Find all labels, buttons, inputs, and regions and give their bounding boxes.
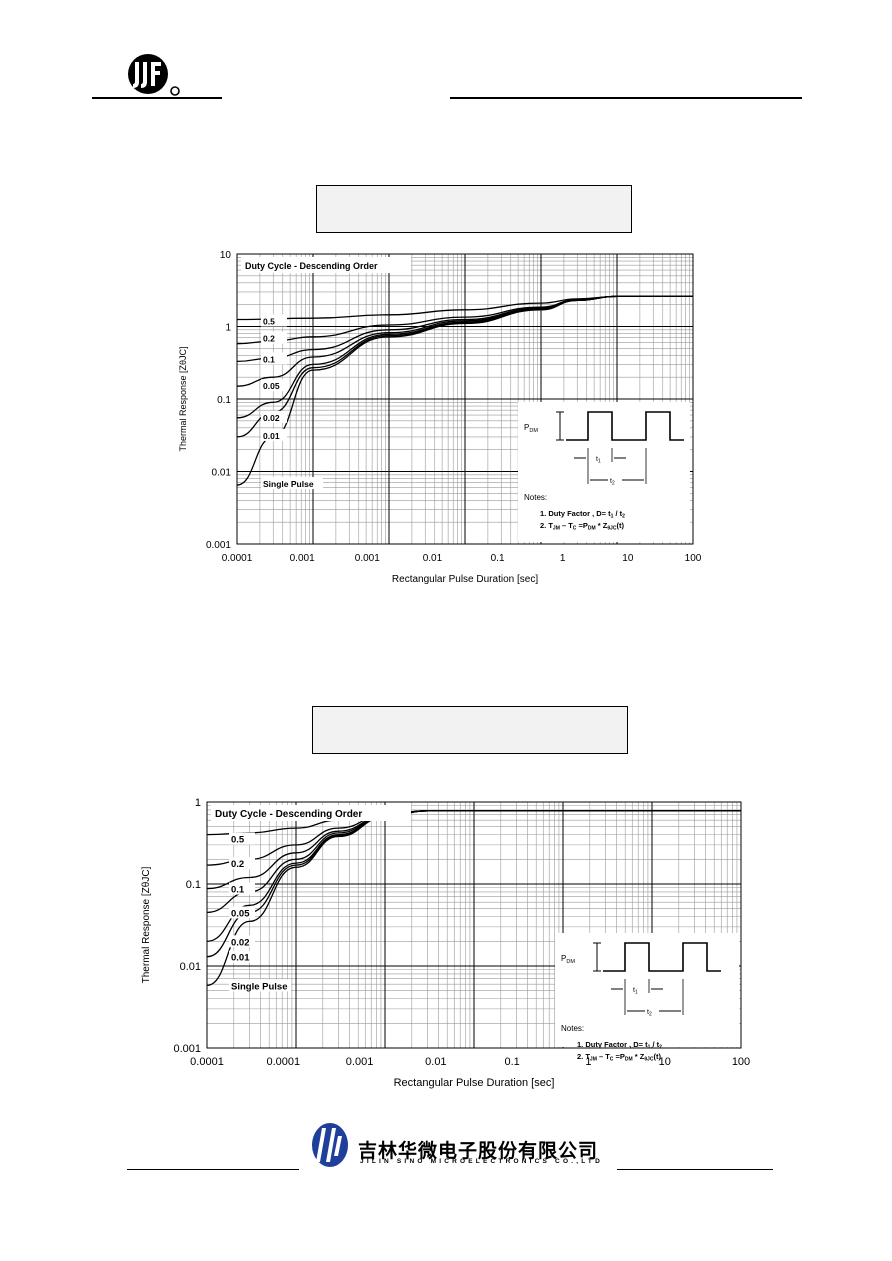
series-label: Single Pulse [263,479,314,489]
series-label: 0.05 [263,381,280,391]
series-label-bg [261,331,287,344]
legend-bg [211,805,411,821]
inset-bg [518,402,690,542]
legend-title: Duty Cycle - Descending Order [215,809,362,820]
x-tick-label: 1 [560,553,566,564]
y-tick-label: 10 [220,250,232,261]
x-axis-label: Rectangular Pulse Duration [sec] [394,1077,555,1089]
y-tick-label: 0.01 [180,961,201,973]
x-axis-label: Rectangular Pulse Duration [sec] [392,574,538,585]
inset-note-1: 1. Duty Factor , D= t1 / t2 [540,509,625,520]
series-label-bg [261,428,287,441]
y-tick-label: 1 [195,797,201,809]
inset-bg [555,933,739,1047]
series-label: 0.1 [231,885,245,896]
header-rule-right [450,97,802,99]
series-label-bg [261,314,287,327]
t2-label: t2 [610,478,615,487]
pdm-label: PDM [524,423,538,434]
pulse-waveform [603,942,721,972]
series-line-6 [236,295,693,486]
inset-notes-label: Notes: [524,493,547,502]
x-tick-label: 0.0001 [266,1056,300,1068]
x-tick-label: 0.001 [290,553,315,564]
series-label: 0.2 [231,859,244,870]
y-tick-label: 0.01 [212,468,232,479]
x-tick-label: 0.01 [425,1056,446,1068]
series-label-bg [229,950,255,963]
y-tick-label: 1 [225,323,231,334]
x-tick-label: 0.01 [423,553,443,564]
chart1: 0.0001 0.001 0.001 0.01 0.1 1 10 100 10 1 0.1 0.01 0… [178,250,702,585]
company-name-cn: 吉林华微电子股份有限公司 [358,1140,599,1162]
series-label-bg [261,410,287,423]
x-tick-label: 1 [585,1056,591,1068]
series-label: Single Pulse [231,981,288,992]
series-label-bg [261,352,287,365]
series-label-bg [229,979,291,992]
x-tick-label: 10 [622,553,634,564]
series-label-bg [229,882,255,895]
series-label: 0.1 [263,354,275,364]
header-rule-left [92,97,222,99]
inset-note-2: 2. TJM – TC =PDM * ZθJC(t) [540,521,624,532]
t1-label: t1 [596,456,601,465]
footer-rule-left [127,1169,299,1170]
series-label-bg [261,477,323,490]
series-line-6 [206,810,741,987]
y-tick-label: 0.1 [217,395,231,406]
series-label: 0.05 [231,908,250,919]
jsc-logo-icon [128,54,180,96]
series-label-bg [229,935,255,948]
x-tick-label: 10 [659,1056,671,1068]
series-label: 0.02 [263,413,280,423]
t2-label-bg [608,474,622,484]
y-tick-label: 0.001 [206,540,231,551]
x-tick-label: 0.001 [346,1056,374,1068]
chart2-title-box [312,706,628,754]
chart2: 0.0001 0.0001 0.001 0.01 0.1 1 10 10010.10.010.… [141,797,750,1089]
inset-notes-label: Notes: [561,1024,584,1033]
inset-panel: PDM t1 t2 Notes: 1. Duty Factor , D= t1 / t2… [518,402,690,542]
t1-label: t1 [633,987,638,996]
t2-label: t2 [647,1009,652,1018]
inset-note-2: 2. TJM – TC =PDM * ZθJC(t) [577,1052,661,1063]
inset-note-1: 1. Duty Factor , D= t1 / t2 [577,1040,662,1051]
inset-panel: PDM t1 t2 Notes: 1. Duty Factor , D= t1 / t2… [555,933,739,1063]
x-tick-label: 100 [732,1056,750,1068]
y-tick-label: 0.001 [173,1043,201,1055]
x-tick-label: 0.0001 [190,1056,224,1068]
t2-label-bg [645,1005,659,1015]
legend-title: Duty Cycle - Descending Order [245,261,378,271]
series-label: 0.5 [263,316,275,326]
pdm-label: PDM [561,954,575,965]
x-tick-label: 0.1 [491,553,505,564]
chart1-title-box [316,185,632,233]
series-label-bg [229,906,255,919]
x-tick-label: 0.001 [355,553,380,564]
footer-rule-right [617,1169,773,1170]
series-group [236,295,693,486]
series-label: 0.01 [263,431,280,441]
x-tick-label: 0.0001 [222,553,253,564]
jilin-sino-logo-icon [312,1123,348,1167]
y-axis-label: Thermal Response [ZθJC] [141,866,152,983]
pulse-waveform [566,411,684,441]
series-label: 0.2 [263,334,275,344]
series-label-bg [229,857,255,870]
series-label: 0.5 [231,835,245,846]
series-label: 0.01 [231,953,250,964]
y-axis-label: Thermal Response [ZθJC] [178,346,188,451]
series-label-bg [261,379,287,392]
x-tick-label: 100 [685,553,702,564]
company-name-en: JILIN SINO MICROELECTRONICS CO.,LTD [360,1158,603,1165]
legend-bg [241,257,411,273]
series-label: 0.02 [231,937,250,948]
series-label-bg [229,832,255,845]
y-tick-label: 0.1 [186,879,201,891]
x-tick-label: 0.1 [504,1056,519,1068]
